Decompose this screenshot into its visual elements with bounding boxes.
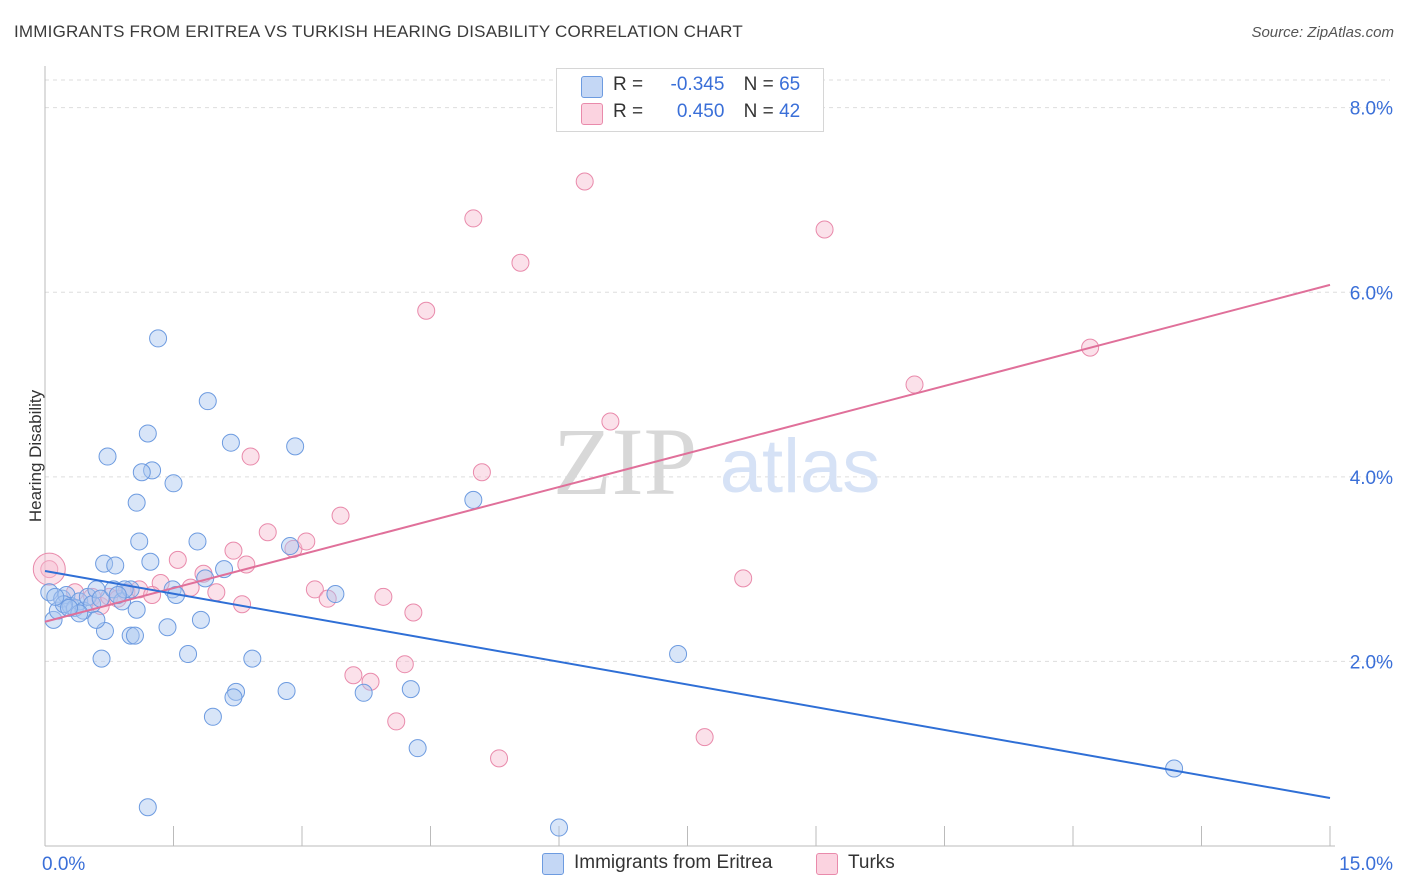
data-point-eritrea	[138, 798, 157, 817]
data-point-turks	[305, 580, 324, 599]
data-point-eritrea	[87, 610, 106, 629]
r-label: R =	[613, 101, 644, 122]
legend-swatch-turks	[581, 103, 603, 125]
data-point-turks	[601, 412, 620, 431]
data-point-eritrea	[130, 532, 149, 551]
data-point-eritrea	[121, 626, 140, 645]
data-point-turks	[905, 375, 924, 394]
data-point-turks	[331, 506, 350, 525]
data-point-turks	[224, 541, 243, 560]
x-tick-label: 15.0%	[1339, 854, 1393, 875]
data-point-eritrea	[158, 618, 177, 637]
stats-legend: R = -0.345 N = 65 R = 0.450 N = 42	[556, 68, 824, 132]
data-point-eritrea	[281, 537, 300, 556]
data-point-eritrea	[277, 681, 296, 700]
data-point-eritrea	[286, 437, 305, 456]
data-point-turks	[490, 749, 509, 768]
trendlines	[44, 283, 1331, 799]
data-point-turks	[241, 447, 260, 466]
gridlines	[45, 79, 1390, 662]
legend-swatch-turks	[816, 853, 838, 875]
trendline-turks	[44, 283, 1331, 623]
data-point-eritrea	[326, 585, 345, 604]
y-tick-label: 6.0%	[1350, 283, 1393, 304]
source-label: Source: ZipAtlas.com	[1251, 24, 1394, 41]
data-point-eritrea	[191, 610, 210, 629]
data-point-eritrea	[132, 463, 151, 482]
data-point-eritrea	[127, 493, 146, 512]
r-value: 0.450	[676, 101, 725, 122]
data-point-turks	[695, 728, 714, 747]
watermark-zip: ZIP	[553, 408, 697, 515]
data-point-eritrea	[224, 688, 243, 707]
y-tick-label: 2.0%	[1350, 652, 1393, 673]
data-point-turks	[374, 587, 393, 606]
chart-title: IMMIGRANTS FROM ERITREA VS TURKISH HEARI…	[14, 22, 743, 41]
data-point-eritrea	[550, 818, 568, 837]
watermark-atlas: atlas	[720, 424, 881, 509]
data-point-turks	[297, 532, 316, 551]
r-label: R =	[613, 74, 644, 95]
data-point-eritrea	[95, 554, 114, 573]
legend-label-turks: Turks	[848, 852, 895, 873]
data-point-turks	[404, 603, 423, 622]
trendline-eritrea	[44, 569, 1331, 799]
data-point-turks	[815, 220, 834, 239]
data-point-turks	[258, 523, 277, 542]
data-point-eritrea	[179, 645, 198, 664]
data-point-turks	[472, 463, 491, 482]
data-point-turks	[464, 209, 483, 228]
y-tick-label: 4.0%	[1350, 468, 1393, 489]
data-point-turks	[511, 253, 530, 272]
data-point-eritrea	[464, 490, 483, 509]
y-axis-label: Hearing Disability	[26, 389, 45, 523]
data-point-turks	[387, 712, 406, 731]
data-point-eritrea	[92, 649, 111, 668]
data-point-eritrea	[354, 683, 373, 702]
data-point-eritrea	[138, 424, 157, 443]
data-point-eritrea	[408, 739, 427, 758]
legend-swatch-eritrea	[581, 76, 603, 98]
data-point-eritrea	[106, 556, 125, 575]
data-point-turks	[395, 655, 414, 674]
data-point-turks	[361, 672, 380, 691]
data-point-turks-large	[32, 552, 66, 586]
data-point-turks	[344, 666, 363, 685]
series-eritrea-points	[40, 329, 1184, 837]
data-point-eritrea	[198, 392, 217, 411]
data-point-eritrea	[98, 447, 117, 466]
data-point-eritrea	[203, 707, 222, 726]
r-value: -0.345	[670, 74, 725, 95]
data-point-eritrea	[243, 649, 262, 668]
data-point-eritrea	[401, 680, 420, 699]
data-point-eritrea	[141, 552, 160, 571]
x-tick-label: 0.0%	[42, 854, 85, 875]
data-point-eritrea	[125, 626, 144, 645]
n-label: N =	[743, 74, 774, 95]
data-point-eritrea	[149, 329, 168, 348]
data-point-eritrea	[46, 587, 65, 606]
data-point-turks	[207, 583, 226, 602]
data-point-turks	[168, 550, 187, 569]
data-point-eritrea	[127, 600, 146, 619]
n-value: 65	[779, 74, 801, 95]
n-value: 42	[779, 101, 801, 122]
data-point-turks	[575, 172, 594, 191]
tick-labels: 2.0% 4.0% 6.0% 8.0% 0.0% 15.0%	[42, 99, 1393, 875]
data-point-turks	[734, 569, 753, 588]
axes	[44, 66, 1335, 847]
legend-label-eritrea: Immigrants from Eritrea	[574, 852, 773, 873]
data-point-eritrea	[669, 645, 688, 664]
data-point-eritrea	[221, 433, 240, 452]
data-point-eritrea	[188, 532, 207, 551]
legend-swatch-eritrea	[542, 853, 564, 875]
data-point-eritrea	[164, 474, 183, 493]
y-tick-label: 8.0%	[1350, 99, 1393, 120]
data-point-turks	[417, 301, 436, 320]
n-label: N =	[743, 101, 774, 122]
